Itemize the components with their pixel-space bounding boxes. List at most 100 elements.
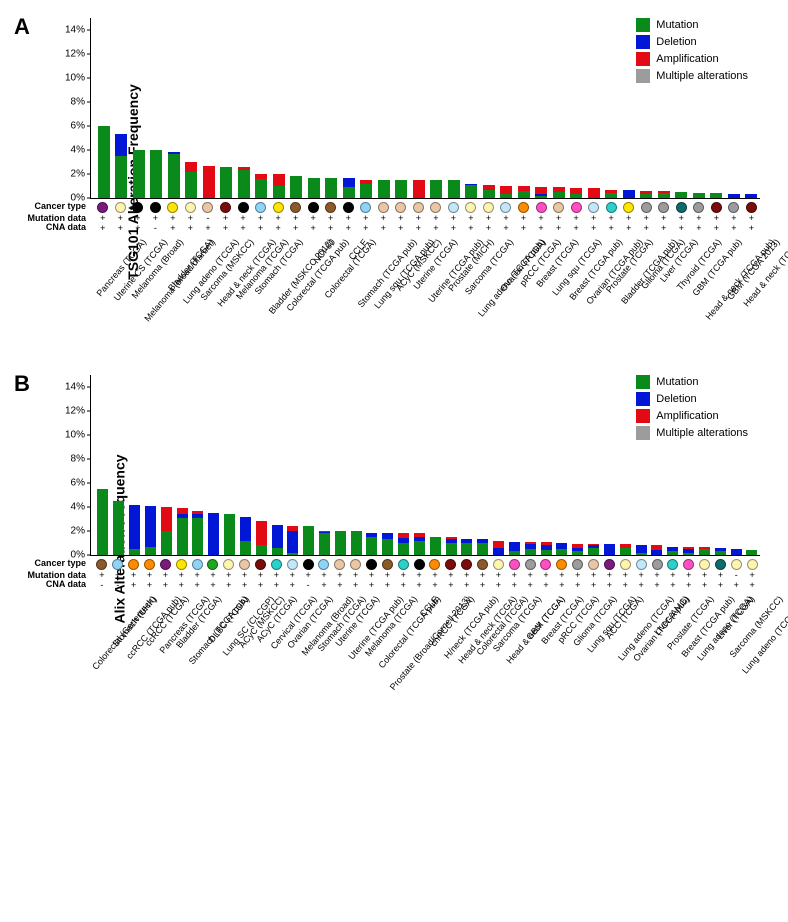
bar (168, 152, 180, 198)
panel-letter: B (14, 371, 30, 397)
bar (192, 511, 203, 555)
bar-segment-mutation (518, 191, 530, 198)
mutation-data-flag: + (445, 213, 463, 223)
bar-segment-mutation (570, 194, 582, 198)
cna-data-flag: - (300, 580, 316, 590)
mutation-data-flag: + (332, 570, 348, 580)
mutation-data-flag: + (322, 213, 340, 223)
cancer-type-dot (398, 559, 409, 570)
cna-data-flag: + (173, 580, 189, 590)
cna-data-flag: + (237, 580, 253, 590)
bar (395, 180, 407, 198)
mutation-data-flag: + (532, 213, 550, 223)
cna-data-flag: - (110, 580, 126, 590)
bar (658, 191, 670, 198)
bar-segment-mutation (192, 518, 203, 555)
cna-data-flag: + (743, 223, 761, 233)
bar (588, 188, 600, 198)
mutation-data-flag: + (649, 570, 665, 580)
cancer-type-dot (185, 202, 196, 213)
cna-data-flag: + (602, 580, 618, 590)
bar-segment-mutation (398, 543, 409, 555)
cna-data-flag: + (129, 223, 147, 233)
cna-data-flag: + (357, 223, 375, 233)
bar-segment-mutation (343, 187, 355, 198)
bar-segment-mutation (319, 533, 330, 555)
bar-segment-deletion (636, 545, 647, 552)
bar-segment-amplification (273, 174, 285, 186)
cna-data-flag: + (269, 223, 287, 233)
mutation-data-flag: + (538, 570, 554, 580)
cna-data-flag: + (322, 223, 340, 233)
bar-segment-mutation (746, 550, 757, 555)
row-title: CNA data (8, 222, 86, 232)
cna-data-flag: + (475, 580, 491, 590)
bar (483, 185, 495, 198)
bar-segment-mutation (378, 180, 390, 198)
mutation-data-flag: + (681, 570, 697, 580)
bar-segment-deletion (745, 194, 757, 198)
mutation-data-flag: + (173, 570, 189, 580)
bar-segment-mutation (238, 170, 250, 198)
bar-segment-mutation (620, 548, 631, 555)
panel-letter: A (14, 14, 30, 40)
cancer-type-dot (658, 202, 669, 213)
row-title: Cancer type (8, 201, 86, 211)
bar-segment-amplification (413, 180, 425, 198)
mutation-data-flag: + (411, 570, 427, 580)
bar-segment-mutation (240, 541, 251, 555)
cancer-type-dot (747, 559, 758, 570)
bar (651, 545, 662, 555)
cancer-type-dot (318, 559, 329, 570)
mutation-data-flag: + (300, 570, 316, 580)
cna-data-flag: + (665, 580, 681, 590)
cna-data-flag: + (316, 580, 332, 590)
cna-data-flag: + (585, 223, 603, 233)
cna-data-flag: + (515, 223, 533, 233)
bar (150, 150, 162, 198)
mutation-data-flag: + (637, 213, 655, 223)
mutation-data-flag: + (157, 570, 173, 580)
bar-segment-deletion (240, 517, 251, 541)
cancer-type-dot (483, 202, 494, 213)
cancer-type-dot (652, 559, 663, 570)
y-tick: 8% (71, 97, 85, 108)
cancer-type-dot (536, 202, 547, 213)
cancer-type-dot (448, 202, 459, 213)
mutation-data-flag: + (515, 213, 533, 223)
bar-segment-amplification (493, 541, 504, 548)
cna-data-flag: + (253, 580, 269, 590)
cna-data-flag: + (713, 580, 729, 590)
bar (272, 525, 283, 555)
bar-segment-deletion (272, 525, 283, 548)
mutation-data-flag: + (269, 213, 287, 223)
cna-data-flag: + (673, 223, 691, 233)
mutation-data-flag: + (410, 213, 428, 223)
cancer-type-dot (220, 202, 231, 213)
cna-data-flag: + (586, 580, 602, 590)
bar (161, 507, 172, 555)
cna-data-flag: + (392, 223, 410, 233)
bar (745, 194, 757, 198)
cancer-type-dot (461, 559, 472, 570)
cna-data-flag: + (126, 580, 142, 590)
y-tick: 4% (71, 502, 85, 513)
bar-segment-mutation (150, 150, 162, 198)
cna-data-flag: + (490, 580, 506, 590)
bar-segment-mutation (97, 489, 108, 555)
mutation-data-flag: + (427, 213, 445, 223)
mutation-data-flag: + (348, 570, 364, 580)
mutation-data-flag: + (490, 570, 506, 580)
bar (256, 521, 267, 555)
cancer-type-dot (715, 559, 726, 570)
bar (203, 166, 215, 198)
cna-data-flag: + (112, 223, 130, 233)
cna-data-flag: + (94, 223, 112, 233)
mutation-data-flag: + (339, 213, 357, 223)
cancer-type-dot (167, 202, 178, 213)
bar (493, 541, 504, 555)
cancer-type-dot (303, 559, 314, 570)
mutation-data-flag: + (182, 213, 200, 223)
mutation-data-flag: + (633, 570, 649, 580)
cna-data-flag: + (602, 223, 620, 233)
